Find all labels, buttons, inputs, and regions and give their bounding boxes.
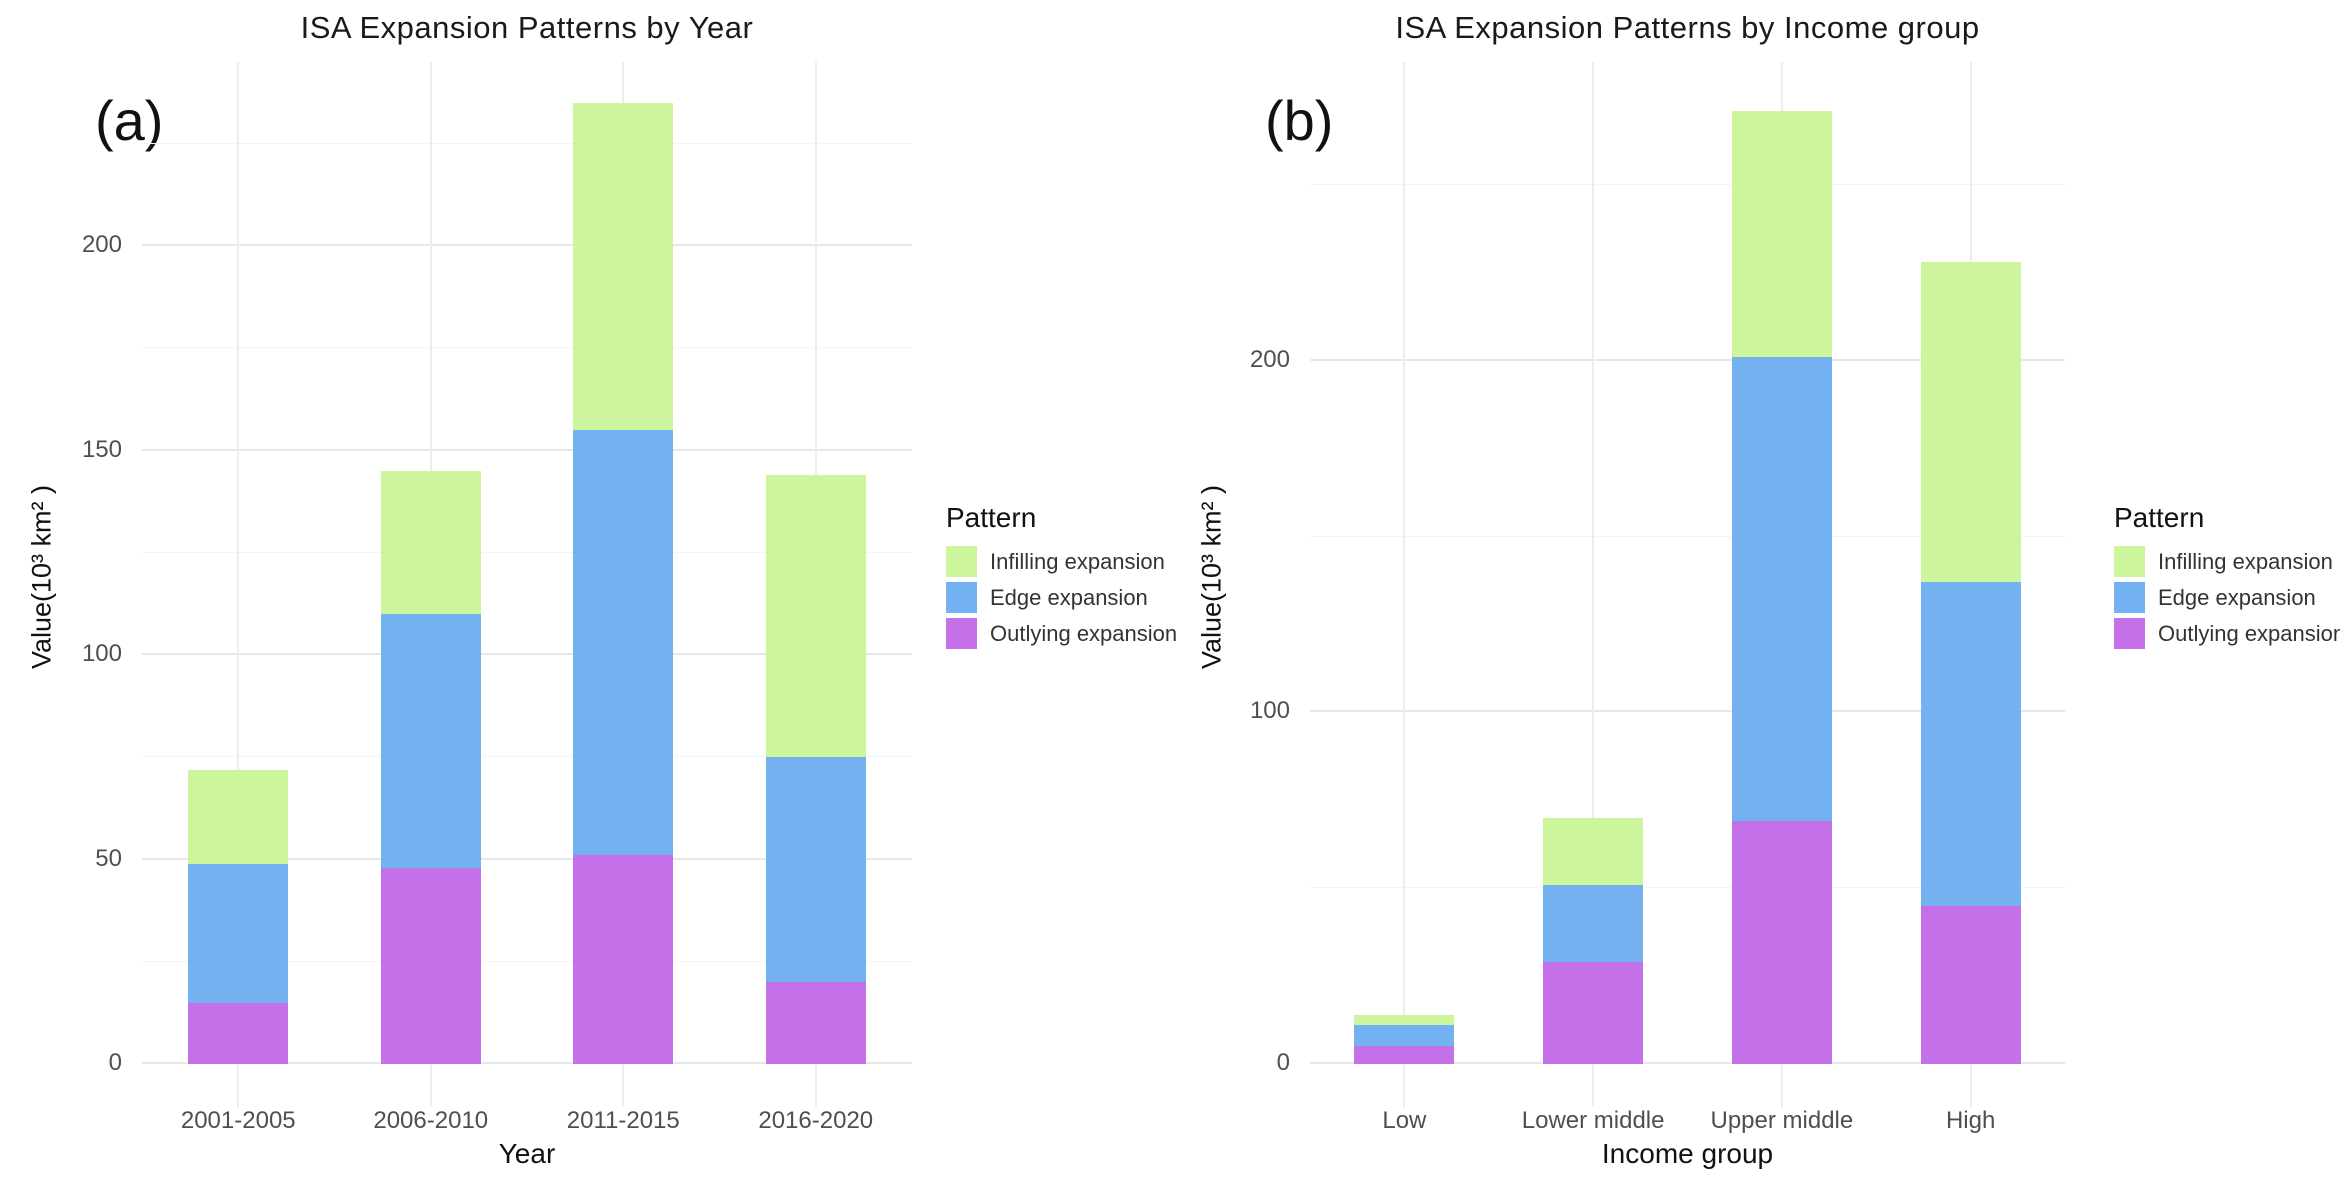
legend-item: Outlying expansion xyxy=(2114,618,2340,649)
major-gridline xyxy=(142,653,912,656)
bar-segment xyxy=(765,475,866,758)
legend-item: Infilling expansion xyxy=(946,546,1177,577)
category-gridline xyxy=(237,62,240,1107)
legend-item-label: Infilling expansion xyxy=(2158,548,2333,574)
major-gridline xyxy=(142,244,912,247)
bar-segment xyxy=(765,982,866,1064)
x-axis-title: Year xyxy=(498,1138,556,1169)
y-tick-label: 200 xyxy=(81,231,122,259)
bar-segment xyxy=(1920,582,2021,906)
minor-gridline xyxy=(1310,887,2065,889)
legend: Pattern Infilling expansion Edge expansio… xyxy=(946,502,1177,654)
y-axis-title: Value(10³ km² ) xyxy=(1196,484,1227,670)
legend-item-label: Infilling expansion xyxy=(990,548,1165,574)
minor-gridline xyxy=(142,551,912,553)
legend-item: Outlying expansion xyxy=(946,618,1177,649)
bar-segment xyxy=(188,1002,289,1064)
bar-segment xyxy=(1920,905,2021,1064)
legend-item: Edge expansion xyxy=(946,582,1177,613)
legend-item-label: Outlying expansion xyxy=(990,620,1178,646)
chart-panel-by-year: ISA Expansion Patterns by Year (a) Value… xyxy=(27,10,1178,1169)
bar-segment xyxy=(1543,962,1644,1064)
y-tick-label: 150 xyxy=(81,435,122,463)
legend-items: Infilling expansion Edge expansion Outlyin… xyxy=(946,546,1177,649)
x-tick-label: 2006-2010 xyxy=(373,1107,489,1134)
major-gridline xyxy=(142,448,912,451)
category-gridline xyxy=(1592,62,1595,1107)
minor-gridline xyxy=(1310,184,2065,186)
bar-segment xyxy=(1543,817,1644,885)
legend-swatch xyxy=(946,582,977,613)
legend-items: Infilling expansion Edge expansion Outlyin… xyxy=(2114,546,2340,649)
panel-label-a: (a) xyxy=(95,89,164,152)
minor-gridline xyxy=(142,347,912,349)
y-tick-label: 0 xyxy=(1276,1049,1290,1076)
y-tick-label: 100 xyxy=(81,640,122,668)
major-gridline xyxy=(1310,358,2065,361)
y-tick-label: 0 xyxy=(108,1049,122,1076)
bar-segment xyxy=(1731,821,1832,1064)
legend-title: Pattern xyxy=(2114,502,2205,533)
zero-gridline xyxy=(142,1062,912,1064)
legend-title: Pattern xyxy=(946,502,1037,533)
bar-segment xyxy=(1731,111,1832,358)
y-tick-label: 50 xyxy=(95,844,122,872)
plot-area: 2001-2005 2006-2010 2011-2015 2016-2020 0 50 1… xyxy=(82,62,912,1134)
plot-area: Low Lower middle Upper middle High 0 100 200 xyxy=(1250,62,2065,1134)
y-tick-label: 200 xyxy=(1249,345,1290,373)
bar-segment xyxy=(1543,884,1644,963)
chart-panel-by-income-group: ISA Expansion Patterns by Income group (… xyxy=(1170,0,2340,1189)
bar-segment xyxy=(188,769,289,864)
bar-segment xyxy=(573,855,674,1064)
x-tick-label: High xyxy=(1945,1107,1996,1134)
legend-swatch xyxy=(946,546,977,577)
legend-item-label: Edge expansion xyxy=(2158,584,2316,610)
x-tick-label: Low xyxy=(1382,1107,1427,1134)
legend-swatch xyxy=(2114,546,2145,577)
bar-segment xyxy=(1920,262,2021,583)
minor-gridline xyxy=(142,142,912,144)
bar-segment xyxy=(765,757,866,983)
legend-item: Edge expansion xyxy=(2114,582,2340,613)
legend-swatch xyxy=(2114,582,2145,613)
major-gridline xyxy=(142,857,912,860)
x-tick-label: 2001-2005 xyxy=(180,1107,296,1134)
legend: Pattern Infilling expansion Edge expansio… xyxy=(2114,502,2340,654)
x-tick-label: 2016-2020 xyxy=(758,1107,874,1134)
bar-segment xyxy=(380,867,481,1064)
panel-label-b: (b) xyxy=(1265,89,1334,152)
bar-segment xyxy=(1354,1046,1455,1064)
legend-item: Infilling expansion xyxy=(2114,546,2340,577)
chart-title: ISA Expansion Patterns by Year xyxy=(300,10,754,45)
major-gridline xyxy=(1310,710,2065,713)
bar-segment xyxy=(1354,1014,1455,1026)
bar-segment xyxy=(380,470,481,615)
minor-gridline xyxy=(1310,535,2065,537)
bar-segment xyxy=(1731,357,1832,822)
minor-gridline xyxy=(142,960,912,962)
legend-swatch xyxy=(946,618,977,649)
minor-gridline xyxy=(142,756,912,758)
bar-segment xyxy=(573,430,674,856)
legend-swatch xyxy=(2114,618,2145,649)
x-axis-title: Income group xyxy=(1601,1138,1774,1169)
x-tick-label: 2011-2015 xyxy=(566,1107,680,1134)
legend-item-label: Outlying expansion xyxy=(2158,620,2340,646)
bar-segment xyxy=(188,863,289,1003)
chart-title: ISA Expansion Patterns by Income group xyxy=(1395,10,1980,45)
category-gridline xyxy=(1403,62,1406,1107)
bar-segment xyxy=(573,102,674,431)
bar-segment xyxy=(1354,1025,1455,1047)
y-tick-label: 100 xyxy=(1249,697,1290,725)
x-tick-label: Lower middle xyxy=(1521,1107,1665,1134)
zero-gridline xyxy=(1310,1062,2065,1064)
bar-segment xyxy=(380,614,481,868)
x-tick-label: Upper middle xyxy=(1710,1107,1854,1134)
legend-item-label: Edge expansion xyxy=(990,584,1148,610)
